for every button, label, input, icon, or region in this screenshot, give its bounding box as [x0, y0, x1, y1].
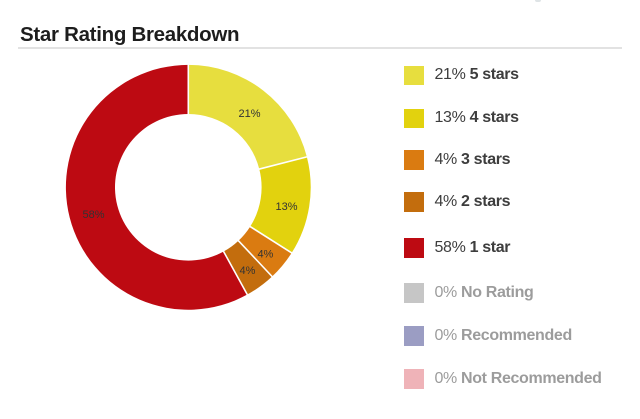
- svg-text:4%: 4%: [257, 248, 273, 260]
- svg-text:4%: 4%: [240, 265, 256, 277]
- svg-text:13%: 13%: [275, 201, 297, 213]
- svg-text:21%: 21%: [238, 108, 260, 120]
- svg-text:58%: 58%: [82, 209, 104, 221]
